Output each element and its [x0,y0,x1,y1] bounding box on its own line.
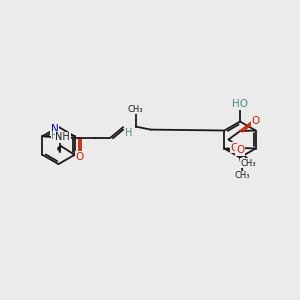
Text: N: N [51,124,59,134]
Text: O: O [251,116,260,126]
Text: CH₃: CH₃ [240,159,256,168]
Text: HO: HO [232,99,248,109]
Text: CH₃: CH₃ [128,105,143,114]
Text: H: H [125,128,132,138]
Text: NH: NH [56,132,70,142]
Text: CH₃: CH₃ [235,171,250,180]
Text: H: H [51,131,59,141]
Text: O: O [231,143,239,153]
Text: O: O [236,145,244,155]
Text: O: O [76,152,84,162]
